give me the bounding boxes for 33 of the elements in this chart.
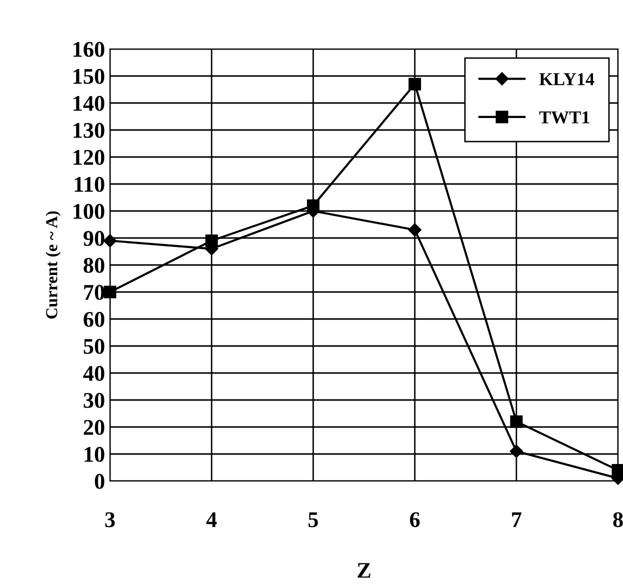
y-tick-label: 120 xyxy=(74,150,104,165)
y-tick-label: 110 xyxy=(74,176,104,192)
y-tick-label: 130 xyxy=(74,122,104,138)
x-tick-label: 8 xyxy=(613,512,623,528)
point xyxy=(510,415,523,428)
x-tick-label: 6 xyxy=(410,512,420,528)
point xyxy=(510,444,523,458)
x-axis-title: Z xyxy=(358,563,370,578)
legend-label: TWT1 xyxy=(539,111,590,124)
x-tick-label: 3 xyxy=(105,512,115,528)
point xyxy=(408,78,422,90)
y-tick-label: 10 xyxy=(84,446,104,462)
x-tick-label: 5 xyxy=(308,512,318,528)
y-axis-title: Current (e ~ A) xyxy=(46,211,61,319)
y-tick-label: 30 xyxy=(84,392,104,408)
y-tick-label: 50 xyxy=(84,338,104,354)
y-tick-label: 40 xyxy=(83,366,104,381)
point xyxy=(408,223,422,236)
y-tick-label: 140 xyxy=(74,96,104,111)
y-tick-label: 80 xyxy=(84,258,104,273)
x-tick-label: 7 xyxy=(512,512,522,527)
y-tick-label: 90 xyxy=(84,230,104,246)
point xyxy=(104,286,116,298)
y-tick-label: 60 xyxy=(84,312,104,327)
y-tick-label: 100 xyxy=(74,204,104,219)
y-tick-label: 0 xyxy=(94,474,104,489)
x-tick-label: 4 xyxy=(206,512,217,527)
y-tick-label: 160 xyxy=(74,42,104,57)
y-tick-label: 70 xyxy=(84,284,104,300)
y-tick-label: 20 xyxy=(84,420,104,435)
point xyxy=(103,234,117,248)
y-tick-label: 150 xyxy=(74,68,104,84)
legend-label: KLY14 xyxy=(539,73,594,86)
